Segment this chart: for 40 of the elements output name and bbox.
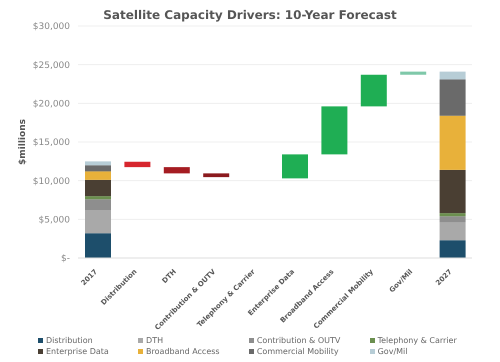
y-tick-label: $20,000 xyxy=(32,100,70,110)
y-tick-label: $25,000 xyxy=(32,60,70,71)
y-tick-label: $30,000 xyxy=(32,22,70,32)
legend-label: Enterprise Data xyxy=(46,347,109,356)
bar xyxy=(321,106,348,154)
y-tick-label: $- xyxy=(61,254,70,264)
bar xyxy=(440,213,466,216)
bar xyxy=(440,116,466,170)
chart-title: Satellite Capacity Drivers: 10-Year Forecast xyxy=(102,8,398,22)
bar xyxy=(124,162,150,168)
bar xyxy=(440,72,466,80)
legend-label: Contribution & OUTV xyxy=(256,336,340,345)
bar xyxy=(85,180,111,196)
legend-label: Broadband Access xyxy=(146,347,220,356)
bar xyxy=(164,167,190,174)
bar xyxy=(85,171,111,180)
y-tick-label: $15,000 xyxy=(32,138,70,148)
bar xyxy=(440,240,466,258)
bar xyxy=(440,170,466,214)
bar xyxy=(85,233,111,258)
bar xyxy=(85,199,111,210)
y-tick-label: $10,000 xyxy=(32,176,70,187)
bar xyxy=(85,210,111,234)
bar xyxy=(203,173,230,178)
legend-label: Gov/Mil xyxy=(378,347,408,356)
bar xyxy=(85,165,111,172)
legend-label: Commercial Mobility xyxy=(256,347,339,356)
bar xyxy=(440,216,466,222)
legend-label: Distribution xyxy=(46,336,93,345)
bar xyxy=(400,72,426,75)
y-tick-label: $5,000 xyxy=(38,216,70,226)
y-axis-title: $millions xyxy=(18,119,28,165)
bar xyxy=(282,154,308,178)
legend-label: DTH xyxy=(146,336,164,345)
bar xyxy=(440,79,466,116)
legend-label: Telephony & Carrier xyxy=(378,336,457,345)
bar xyxy=(85,196,111,200)
bar xyxy=(360,74,387,106)
bar xyxy=(85,161,111,166)
bar xyxy=(440,222,466,240)
